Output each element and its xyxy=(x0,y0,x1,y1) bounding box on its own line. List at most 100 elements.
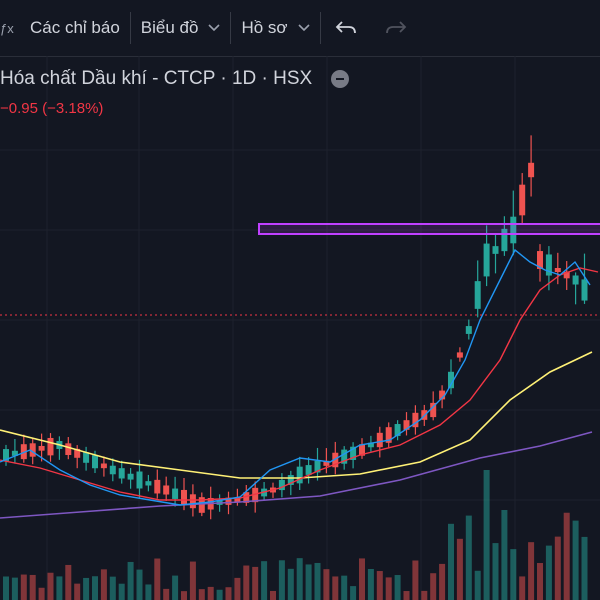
volume-bar xyxy=(189,561,196,600)
volume-bar xyxy=(287,568,294,600)
candle-body xyxy=(376,432,383,448)
candle-body xyxy=(296,466,303,484)
candle-body xyxy=(448,371,454,389)
volume-bar xyxy=(545,545,552,600)
volume-bar xyxy=(216,589,223,600)
candle-body xyxy=(430,402,437,418)
volume-bar xyxy=(430,573,437,600)
volume-bar xyxy=(359,558,365,600)
ma-line-purple xyxy=(0,431,593,519)
candle-body xyxy=(563,271,570,279)
candle-body xyxy=(412,412,419,428)
candle-body xyxy=(154,479,161,494)
candle-body xyxy=(403,420,410,430)
volume-bar xyxy=(74,583,81,600)
ma-line-yellow xyxy=(0,351,593,479)
candle-body xyxy=(189,494,196,509)
volume-bar xyxy=(456,538,463,600)
volume-bar xyxy=(572,520,579,600)
candle-body xyxy=(510,216,517,244)
candle-body xyxy=(287,475,294,485)
profile-menu-button[interactable]: Hồ sơ xyxy=(231,8,319,48)
candle-body xyxy=(519,184,526,216)
candle-body xyxy=(127,473,134,480)
candle-body xyxy=(572,275,579,285)
candle-body xyxy=(38,445,45,451)
volume-bar xyxy=(278,560,285,600)
indicators-button[interactable]: Các chỉ báo xyxy=(20,8,130,48)
candle-body xyxy=(323,460,330,466)
volume-bar xyxy=(554,536,561,600)
volume-bar xyxy=(314,562,321,600)
volume-bar xyxy=(118,583,125,600)
resistance-zone-rectangle xyxy=(258,223,600,235)
volume-bar xyxy=(501,510,508,600)
volume-bar xyxy=(528,542,535,600)
candle-body xyxy=(83,452,90,463)
ma-line-red xyxy=(0,267,599,501)
indicators-icon[interactable]: ƒx xyxy=(0,20,14,36)
volume-bar xyxy=(581,536,588,600)
toolbar-divider xyxy=(230,12,232,44)
candle-body xyxy=(47,437,54,456)
volume-bar xyxy=(252,566,259,600)
volume-bar xyxy=(341,575,348,600)
candle-body xyxy=(465,326,472,334)
candle-body xyxy=(278,479,285,491)
candle-body xyxy=(483,243,490,277)
volume-bar xyxy=(296,558,303,600)
candle-body xyxy=(136,471,143,489)
volume-bar xyxy=(136,569,143,600)
volume-bar xyxy=(537,563,543,600)
volume-bar xyxy=(323,569,330,600)
candle-body xyxy=(456,352,463,358)
volume-bar xyxy=(465,515,472,600)
candle-body xyxy=(341,449,348,464)
volume-bar xyxy=(3,576,9,600)
candle-body xyxy=(20,444,27,460)
volume-bar xyxy=(92,576,98,600)
candle-body xyxy=(305,465,312,475)
volume-bar xyxy=(376,571,383,600)
candle-body xyxy=(332,452,339,468)
volume-bar xyxy=(474,570,481,600)
volume-bar xyxy=(350,586,357,600)
candle-body xyxy=(581,279,588,301)
candle-body xyxy=(359,444,365,456)
volume-bar xyxy=(100,569,107,600)
candle-body xyxy=(109,465,116,475)
toolbar-divider xyxy=(129,12,131,44)
volume-bar xyxy=(38,587,45,600)
candle-body xyxy=(528,162,535,178)
candle-body xyxy=(394,424,401,436)
price-chart[interactable] xyxy=(0,56,600,600)
candle-body xyxy=(181,489,187,506)
volume-bar xyxy=(305,564,312,600)
undo-button[interactable] xyxy=(321,8,371,48)
candle-body xyxy=(545,254,552,276)
symbol-name: Hóa chất Dầu khí - CTCP · 1D · HSX xyxy=(0,68,313,89)
chart-menu-button[interactable]: Biểu đồ xyxy=(131,8,231,48)
volume-bar xyxy=(510,549,517,600)
volume-bar xyxy=(172,575,179,600)
redo-button[interactable] xyxy=(371,8,421,48)
candle-body xyxy=(243,492,250,503)
collapse-legend-icon[interactable] xyxy=(331,69,350,88)
volume-bar xyxy=(563,512,570,600)
symbol-title: Hóa chất Dầu khí - CTCP · 1D · HSX xyxy=(0,68,350,90)
volume-bar xyxy=(56,576,63,600)
candle-body xyxy=(118,468,125,479)
volume-bar xyxy=(412,560,419,600)
volume-bar xyxy=(163,588,170,600)
candle-body xyxy=(145,481,152,486)
volume-bar xyxy=(332,576,339,600)
volume-bar xyxy=(439,563,446,600)
profile-menu-label: Hồ sơ xyxy=(241,18,288,37)
volume-bar xyxy=(225,587,232,600)
volume-bar xyxy=(207,586,214,600)
volume-bar xyxy=(243,565,250,600)
volume-bar xyxy=(385,577,392,600)
candle-body xyxy=(252,487,259,503)
undo-icon xyxy=(335,21,356,34)
volume-bar xyxy=(65,564,72,600)
